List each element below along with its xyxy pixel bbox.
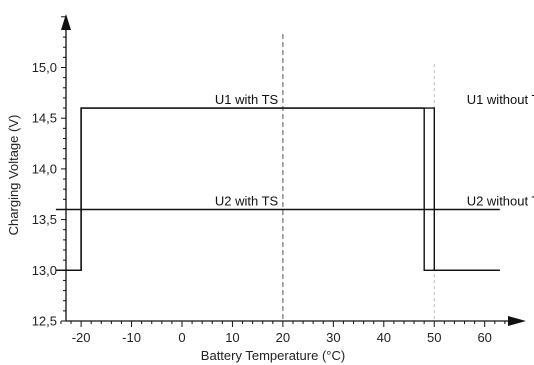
x-tick-label: -20 xyxy=(72,330,91,345)
x-tick-label: 30 xyxy=(326,330,340,345)
annotations: U1 with TS U1 without TS U2 with TS U2 with… xyxy=(215,92,534,208)
y-tick-label: 14,0 xyxy=(32,161,57,176)
x-axis-arrow xyxy=(508,316,526,326)
annotation-label: U2 without TS xyxy=(467,193,534,208)
series-line xyxy=(56,108,500,270)
x-tick-label: 0 xyxy=(178,330,185,345)
reference-lines xyxy=(283,34,434,321)
x-tick-label: 40 xyxy=(377,330,391,345)
y-axis-title: Charging Voltage (V) xyxy=(6,115,21,236)
x-tick-label: 50 xyxy=(427,330,441,345)
series-lines xyxy=(56,108,500,270)
annotation-label: U2 with TS xyxy=(215,193,279,208)
y-tick-label: 15,0 xyxy=(32,60,57,75)
annotation-label: U1 without TS xyxy=(467,92,534,107)
x-tick-label: 10 xyxy=(225,330,239,345)
y-tick-label: 12,5 xyxy=(32,314,57,329)
y-tick-label: 13,0 xyxy=(32,263,57,278)
x-tick-label: 60 xyxy=(477,330,491,345)
x-tick-label: 20 xyxy=(276,330,290,345)
annotation-label: U1 with TS xyxy=(215,92,279,107)
y-tick-label: 14,5 xyxy=(32,111,57,126)
axes xyxy=(61,14,526,326)
x-axis-title: Battery Temperature (°C) xyxy=(201,348,345,363)
x-tick-label: -10 xyxy=(122,330,141,345)
y-tick-label: 13,5 xyxy=(32,212,57,227)
series-line xyxy=(56,108,500,270)
